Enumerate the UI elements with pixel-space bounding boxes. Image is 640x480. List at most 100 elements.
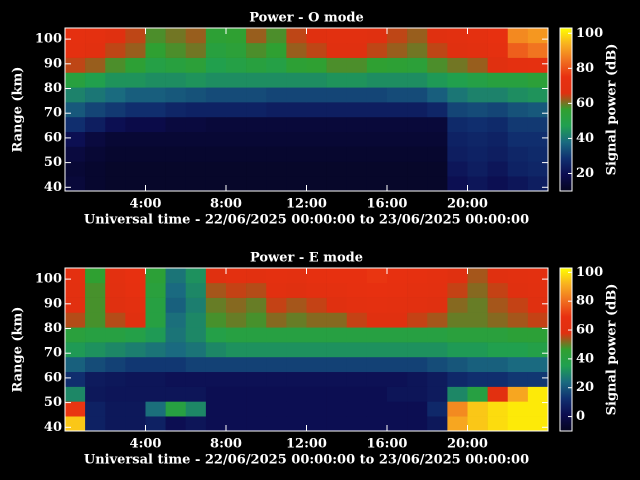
heatmap-cell [185,356,207,373]
heatmap-cell [205,116,227,133]
heatmap-cell [246,282,267,298]
heatmap-cell [326,356,348,373]
colorbar-tick-label: 60 [576,323,594,338]
heatmap-cell [65,57,86,73]
heatmap-cell [427,87,448,103]
heatmap-cell [487,312,509,328]
heatmap-cell [165,72,187,88]
heatmap-cell [145,312,166,328]
y-tick-label: 70 [44,106,62,121]
heatmap-cell [286,312,307,328]
heatmap-cell [366,356,388,373]
heatmap-cell [467,401,488,417]
heatmap-cell [286,356,307,373]
heatmap-cell [366,327,388,343]
heatmap-cell [366,297,388,313]
heatmap-cell [407,416,428,432]
heatmap-cell [366,342,388,358]
heatmap-cell [427,102,448,118]
heatmap-cell [427,146,448,162]
heatmap-cell [246,146,267,162]
heatmap-cell [467,146,488,162]
heatmap-cell [65,102,86,118]
heatmap-cell [366,161,388,177]
heatmap-cell [366,72,388,88]
heatmap-cell [447,102,468,118]
heatmap-cell [507,327,529,343]
heatmap-cell [165,416,187,432]
heatmap-cell [527,176,549,192]
heatmap-cell [507,72,529,88]
heatmap-cell [165,327,187,343]
heatmap-cell [286,176,307,192]
heatmap-cell [387,57,408,73]
heatmap-cell [246,342,267,358]
heatmap-cell [266,116,287,133]
heatmap-cell [185,401,207,417]
y-tick-label: 60 [44,130,62,145]
heatmap-cell [487,42,509,58]
heatmap-cell [226,131,247,147]
heatmap-cell [226,42,247,58]
heatmap-cell [266,102,287,118]
heatmap-cell [326,87,348,103]
heatmap-cell [407,386,428,402]
heatmap-cell [266,146,287,162]
heatmap-cell [366,28,388,44]
heatmap-cell [447,131,468,147]
heatmap-cell [125,176,146,192]
heatmap-cell [246,327,267,343]
heatmap-cell [447,327,468,343]
heatmap-cell [266,42,287,58]
heatmap-cell [527,416,549,432]
heatmap-cell [226,116,247,133]
heatmap-cell [366,268,388,284]
heatmap-cell [427,176,448,192]
heatmap-cell [527,102,549,118]
heatmap-cell [387,386,408,402]
heatmap-cell [407,342,428,358]
heatmap-cell [346,386,368,402]
heatmap-cell [487,386,509,402]
heatmap-cell [125,131,146,147]
heatmap-cell [306,42,327,58]
heatmap-cell [286,57,307,73]
x-tick-label: 8:00 [210,437,242,452]
heatmap-cell [346,161,368,177]
heatmap-cell [246,116,267,133]
heatmap-cell [507,116,529,133]
heatmap-cell [85,268,106,284]
heatmap-cell [266,386,287,402]
heatmap-cell [85,161,106,177]
heatmap-cell [507,176,529,192]
heatmap-cell [346,416,368,432]
heatmap-cell [306,176,327,192]
x-tick-label: 20:00 [447,437,488,452]
heatmap-cell [226,282,247,298]
heatmap-cell [407,356,428,373]
heatmap-cell [467,282,488,298]
heatmap-cell [226,161,247,177]
heatmap-cell [286,371,307,387]
heatmap-cell [306,312,327,328]
heatmap-cell [205,356,227,373]
heatmap-cell [407,42,428,58]
heatmap-cell [487,371,509,387]
heatmap-cell [286,342,307,358]
heatmap-cell [366,102,388,118]
heatmap-cell [125,386,146,402]
y-tick-label: 90 [44,296,62,311]
heatmap-cell [125,28,146,44]
heatmap-cell [326,386,348,402]
heatmap-cell [407,312,428,328]
heatmap-cell [346,312,368,328]
heatmap-cell [326,131,348,147]
heatmap-cell [346,342,368,358]
heatmap-cell [366,386,388,402]
heatmap-cell [105,342,126,358]
heatmap-cell [467,268,488,284]
x-tick-label: 4:00 [130,197,162,212]
heatmap-cell [145,146,166,162]
y-tick-label: 50 [44,155,62,170]
